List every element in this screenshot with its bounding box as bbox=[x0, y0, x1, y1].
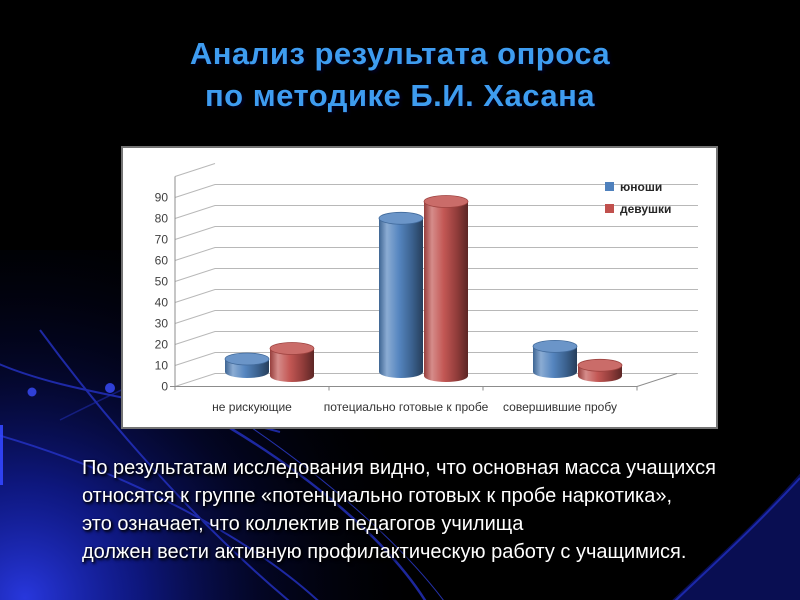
cylinder-bar-девушки-1 bbox=[423, 195, 469, 382]
decor-edge-streak bbox=[0, 425, 3, 485]
gridline bbox=[174, 247, 698, 261]
y-axis-tick-label: 50 bbox=[155, 275, 169, 289]
chart-panel: 0 10 20 30 40 50 60 70 80 90 не рискующие потециаль… bbox=[121, 146, 718, 429]
category-label: не рискующие bbox=[212, 400, 292, 414]
cylinder-bar-юноши-1 bbox=[378, 211, 424, 378]
paragraph-line: По результатам исследования видно, что о… bbox=[82, 457, 716, 479]
bar-chart: 0 10 20 30 40 50 60 70 80 90 не рискующие потециаль… bbox=[155, 163, 698, 414]
y-axis-tick-label: 40 bbox=[155, 296, 169, 310]
cylinder-bar-юноши-0 bbox=[224, 352, 270, 378]
y-axis-tick-label: 30 bbox=[155, 317, 169, 331]
chart-legend: юноши девушки bbox=[605, 180, 671, 216]
wall-top-edge bbox=[174, 163, 216, 177]
gridline bbox=[174, 205, 698, 219]
body-paragraph: По результатам исследования видно, что о… bbox=[82, 454, 782, 566]
legend-swatch bbox=[605, 182, 614, 191]
category-label: потециально готовые к пробе bbox=[324, 400, 489, 414]
gridline bbox=[174, 184, 698, 198]
cylinder-bar-девушки-2 bbox=[577, 358, 623, 382]
gridline bbox=[174, 289, 698, 303]
gridline bbox=[174, 226, 698, 240]
y-axis-tick-label: 10 bbox=[155, 359, 169, 373]
paragraph-line: должен вести активную профилактическую р… bbox=[82, 541, 687, 563]
decor-dots bbox=[27, 383, 115, 397]
gridline bbox=[174, 310, 698, 324]
title-line-1: Анализ результата опроса bbox=[189, 36, 611, 71]
paragraph-line: относятся к группе «потенциально готовых… bbox=[82, 485, 673, 507]
y-axis-tick-label: 0 bbox=[161, 380, 168, 394]
decor-wedge bbox=[672, 473, 800, 600]
cylinder-bar-девушки-0 bbox=[269, 342, 315, 382]
title-line-2: по методике Б.И. Хасана bbox=[204, 78, 596, 113]
cylinder-bar-юноши-2 bbox=[532, 339, 578, 378]
decor-wedge-edge bbox=[674, 477, 800, 600]
y-axis-tick-label: 60 bbox=[155, 254, 169, 268]
y-axis-tick-label: 70 bbox=[155, 233, 169, 247]
legend-label: юноши bbox=[620, 180, 662, 194]
page-title: Анализ результата опроса по методике Б.И… bbox=[0, 33, 800, 117]
y-axis-tick-label: 90 bbox=[155, 191, 169, 205]
category-label: совершившие пробу bbox=[503, 400, 617, 414]
legend-label: девушки bbox=[620, 202, 671, 216]
gridline bbox=[174, 331, 698, 345]
y-axis-tick-label: 80 bbox=[155, 212, 169, 226]
legend-swatch bbox=[605, 204, 614, 213]
paragraph-line: это означает, что коллектив педагогов уч… bbox=[82, 513, 524, 535]
gridline bbox=[174, 268, 698, 282]
y-axis-tick-label: 20 bbox=[155, 338, 169, 352]
